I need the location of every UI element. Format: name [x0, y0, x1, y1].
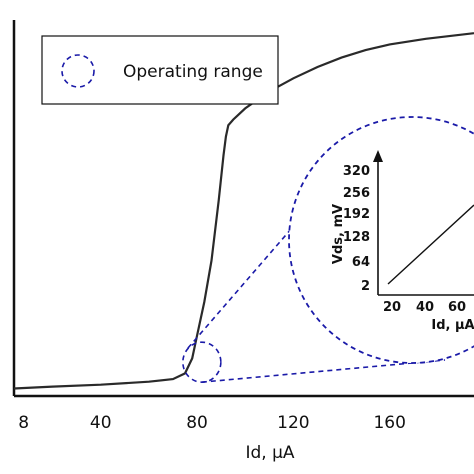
inset-chart: 2 64 128 192 256 320 20 40 60 Vds, mV Id, µA: [331, 150, 474, 333]
inset-series-line: [387, 204, 474, 285]
x-tick-label: 40: [90, 413, 112, 433]
inset-x-tick-label: 40: [416, 300, 434, 315]
zoom-connector-bottom: [201, 359, 446, 383]
x-tick-label: 120: [277, 413, 309, 433]
inset-y-tick-labels: 2 64 128 192 256 320: [343, 164, 370, 294]
series-line: [13, 32, 474, 390]
inset-y-tick-label: 320: [343, 164, 370, 179]
inset-x-axis-label: Id, µA: [431, 318, 474, 333]
inset-y-arrow-icon: [373, 150, 383, 162]
legend-label: Operating range: [123, 62, 263, 82]
legend-marker-icon: [61, 54, 95, 88]
operating-range-marker: [182, 341, 222, 383]
series-layer: [13, 32, 474, 390]
x-tick-label: 80: [186, 413, 208, 433]
zoom-circle: [288, 116, 474, 364]
legend-box: [41, 35, 279, 105]
inset-x-tick-label: 60: [448, 300, 466, 315]
inset-y-tick-label: 2: [361, 279, 370, 294]
main-axes: [12, 20, 474, 398]
inset-y-tick-label: 192: [343, 207, 370, 222]
inset-y-tick-label: 128: [343, 230, 370, 245]
legend: Operating range: [41, 35, 279, 105]
inset-y-axis-label: Vds, mV: [331, 204, 346, 264]
inset-series-layer: [387, 204, 474, 285]
inset-x-tick-labels: 20 40 60: [383, 300, 466, 315]
x-tick-label: 160: [373, 413, 405, 433]
x-axis-label: Id, µA: [245, 443, 294, 463]
inset-x-tick-label: 20: [383, 300, 401, 315]
inset-y-tick-label: 256: [343, 186, 370, 201]
inset-y-tick-label: 64: [352, 255, 370, 270]
x-tick-labels: 8 40 80 120 160: [18, 413, 406, 433]
zoom-callout: [182, 116, 474, 383]
x-tick-label: 8: [18, 413, 29, 433]
